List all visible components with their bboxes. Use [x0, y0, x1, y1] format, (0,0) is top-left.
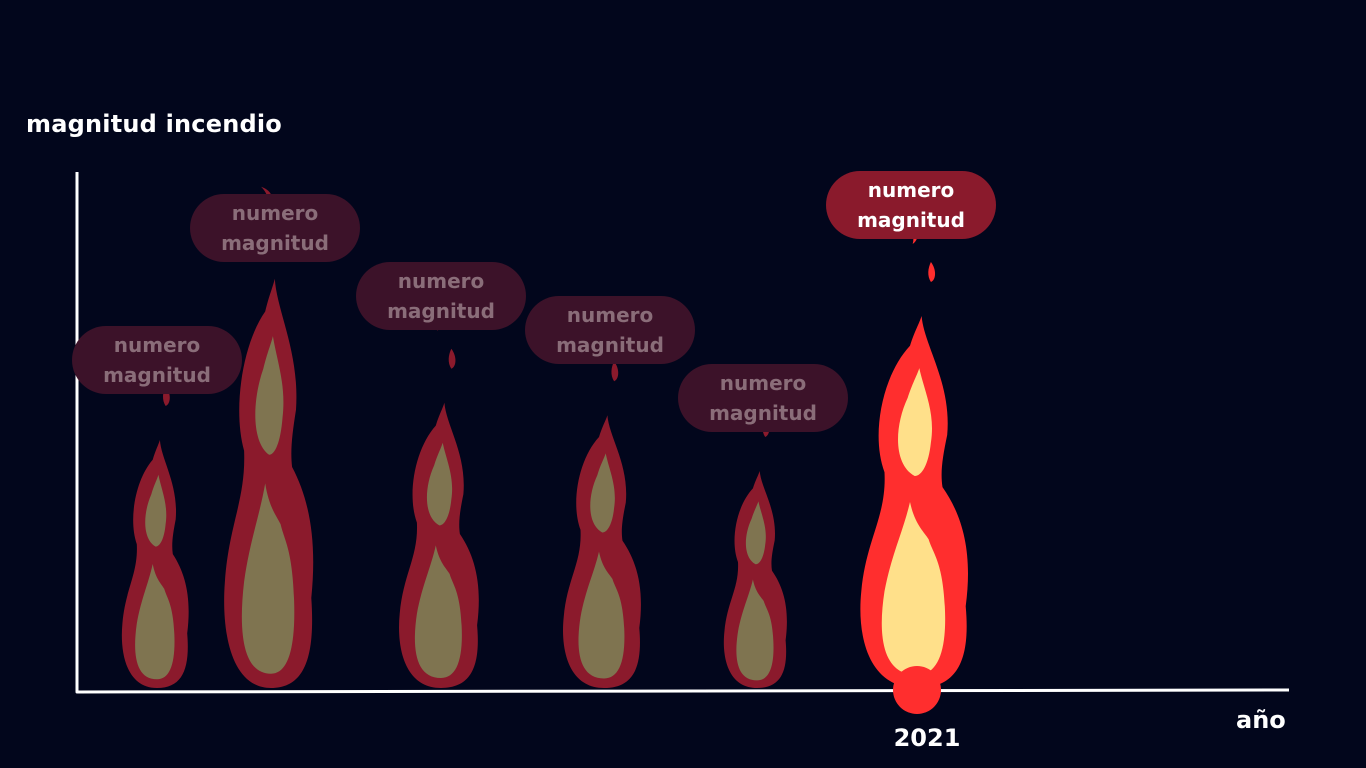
flame-spark	[611, 361, 619, 382]
bubble-line-2: magnitud	[709, 401, 817, 425]
value-bubble: numero magnitud	[72, 326, 242, 394]
value-bubble: numero magnitud	[525, 296, 695, 364]
bubble-line-1: numero	[113, 333, 201, 357]
value-bubble: numero magnitud	[356, 262, 526, 330]
bubble-line-2: magnitud	[221, 231, 329, 255]
flame-bar	[121, 348, 189, 688]
value-bubble: numero magnitud	[678, 364, 848, 432]
flame-bar	[224, 186, 314, 688]
flame-bar	[399, 310, 479, 688]
y-axis-title: magnitud incendio	[26, 110, 282, 138]
bubble-line-2: magnitud	[556, 333, 664, 357]
flame-spark	[448, 348, 456, 369]
bubble-line-1: numero	[566, 303, 654, 327]
bubble-line-2: magnitud	[103, 363, 211, 387]
value-bubble: numero magnitud	[826, 171, 996, 239]
bubble-line-1: numero	[867, 178, 955, 202]
x-tick-label: 2021	[893, 724, 961, 752]
highlight-marker	[893, 666, 941, 714]
flame-bar	[723, 379, 787, 688]
flame-spark	[928, 262, 936, 282]
flame-bar	[563, 323, 641, 688]
bubble-line-2: magnitud	[387, 299, 495, 323]
flame-bar	[860, 224, 969, 688]
value-bubble: numero magnitud	[190, 194, 360, 262]
bubble-line-1: numero	[397, 269, 485, 293]
bubble-line-2: magnitud	[857, 208, 965, 232]
bubble-line-1: numero	[719, 371, 807, 395]
bubble-line-1: numero	[231, 201, 319, 225]
x-axis-title: año	[1236, 706, 1286, 734]
